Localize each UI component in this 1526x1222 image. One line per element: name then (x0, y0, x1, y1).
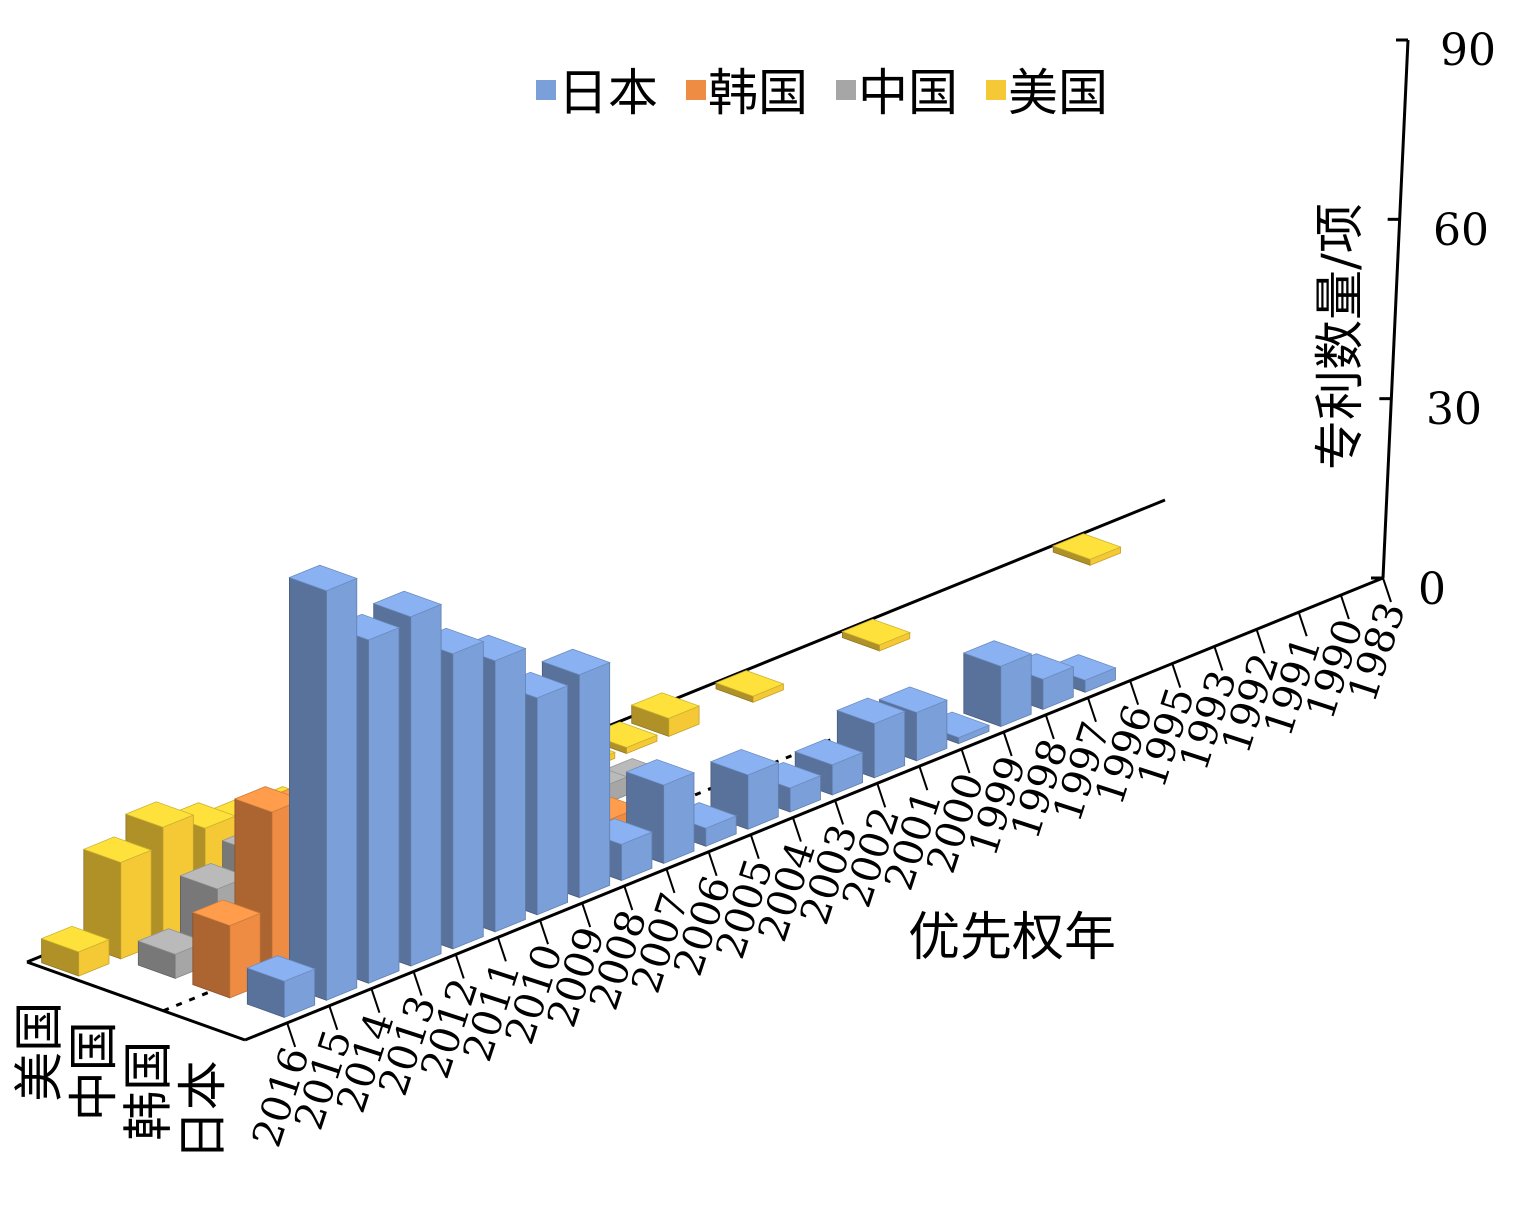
depth-label: 中国 (65, 1021, 123, 1121)
bar-top-face (836, 697, 906, 725)
bar-top-face (191, 899, 262, 927)
x-axis-tick (1087, 697, 1097, 723)
bar-front-face (410, 603, 442, 967)
x-axis-tick (1339, 594, 1350, 620)
bar-top-face (625, 759, 696, 786)
bar (191, 899, 262, 999)
x-axis-tick (1213, 646, 1224, 671)
bar-top-face (246, 955, 316, 982)
bar-top-face (841, 618, 911, 646)
legend-label-china: 中国 (858, 64, 958, 122)
bar-front-face (326, 577, 358, 1001)
bar (841, 618, 911, 652)
bar-top-face (372, 590, 443, 618)
bar-top-face (124, 801, 195, 828)
y-tick-label: 30 (1426, 384, 1482, 435)
x-axis-tick (876, 783, 887, 808)
bar-top-face (1052, 533, 1122, 560)
y-axis-title: 专利数量/项 (1311, 203, 1369, 470)
x-axis-tick (623, 885, 634, 911)
floor-front-edge (244, 576, 1384, 1042)
bar-top-face (878, 686, 949, 713)
x-axis-tick (328, 1005, 339, 1031)
x-axis-title: 优先权年 (908, 908, 1116, 968)
bar-top-face (541, 648, 611, 676)
bar-top-face (40, 925, 111, 953)
legend-swatch-usa (986, 80, 1006, 100)
bar (246, 955, 316, 1018)
x-axis-tick (707, 851, 718, 877)
bar-side-face (288, 576, 327, 1001)
bar-front-face (536, 685, 568, 916)
value-axis-line (1381, 39, 1410, 579)
x-axis-tick (1382, 577, 1392, 603)
y-tick-label: 60 (1433, 205, 1489, 256)
bar-top-face (288, 564, 358, 592)
x-axis-tick (581, 902, 592, 928)
bar (40, 925, 111, 977)
bar-top-face (630, 692, 701, 719)
bar-top-face (962, 640, 1033, 667)
x-axis-tick (1002, 731, 1013, 757)
x-axis-tick (1171, 663, 1182, 688)
x-axis-tick (1255, 629, 1266, 654)
bar (962, 640, 1033, 728)
y-tick-label: 0 (1418, 564, 1446, 615)
legend: 日本 韩国 中国 美国 (536, 64, 1108, 122)
bar-front-face (579, 661, 611, 899)
floor-left-edge (26, 960, 246, 1042)
bar-top-face (714, 670, 785, 697)
x-axis-tick (454, 954, 465, 979)
x-axis-tick (1297, 611, 1308, 637)
x-axis-tick (286, 1022, 297, 1048)
bar-side-face (192, 911, 231, 999)
bar-top-face (794, 738, 864, 766)
legend-swatch-korea (686, 80, 706, 100)
depth-label: 韩国 (119, 1041, 177, 1141)
bar (714, 670, 785, 703)
bar (630, 692, 701, 737)
x-axis-tick (1129, 680, 1140, 705)
bar-top-face (709, 748, 780, 776)
bar-front-face (368, 627, 400, 984)
bar-front-face (494, 647, 526, 933)
x-axis-tick (834, 800, 845, 825)
depth-label: 美国 (10, 1002, 68, 1102)
x-axis-tick (665, 868, 676, 894)
legend-label-korea: 韩国 (708, 64, 808, 122)
bar (82, 836, 153, 960)
bar-front-face (663, 772, 695, 864)
x-axis-tick (370, 988, 381, 1013)
x-axis-tick (749, 834, 760, 859)
x-axis-tick (496, 937, 507, 962)
y-tick-label: 90 (1440, 25, 1496, 76)
bar (1052, 533, 1122, 566)
legend-label-japan: 日本 (558, 64, 658, 122)
depth-label: 日本 (174, 1060, 232, 1160)
x-axis-tick (1044, 714, 1055, 740)
bar (288, 564, 358, 1001)
bar-front-face (452, 640, 484, 950)
x-axis-tick (918, 765, 929, 791)
legend-label-usa: 美国 (1008, 64, 1108, 122)
bars-layer (40, 533, 1122, 1018)
bar-top-face (82, 836, 153, 863)
legend-swatch-japan (536, 80, 556, 100)
x-axis-tick (412, 971, 423, 996)
x-axis-tick (960, 748, 971, 774)
x-axis-tick (791, 817, 802, 842)
x-axis-tick (539, 919, 549, 945)
legend-swatch-china (836, 80, 856, 100)
